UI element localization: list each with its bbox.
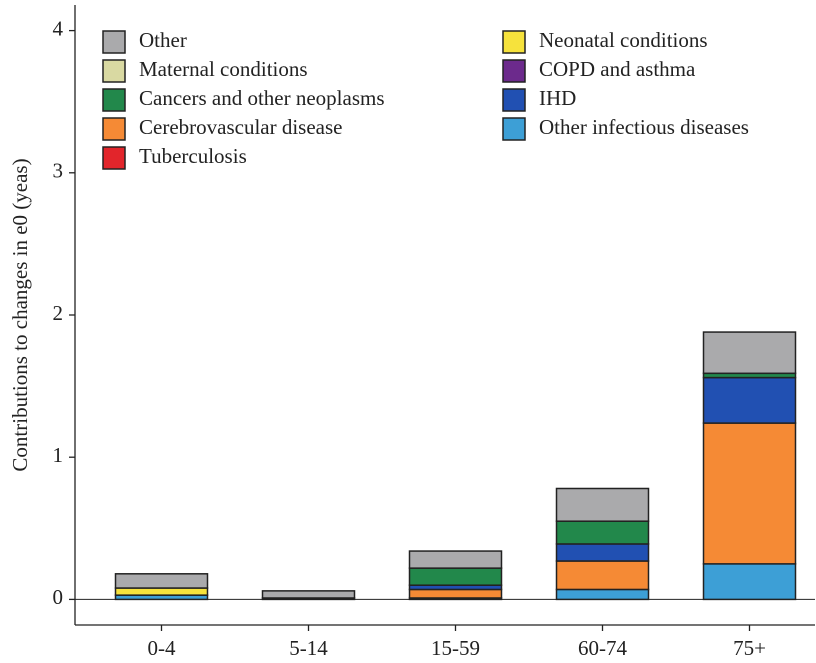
y-tick-label: 4	[53, 16, 64, 40]
x-tick-label: 75+	[733, 636, 766, 660]
legend-label: Neonatal conditions	[539, 28, 708, 52]
bar-segment	[702, 422, 797, 565]
bar-segment	[702, 563, 797, 601]
x-tick-label: 0-4	[148, 636, 176, 660]
bar-segment	[555, 543, 650, 562]
legend-label: Other	[139, 28, 187, 52]
bar-segment	[555, 487, 650, 522]
legend-label: Maternal conditions	[139, 57, 308, 81]
legend-label: Cancers and other neoplasms	[139, 86, 385, 110]
legend-label: COPD and asthma	[539, 57, 696, 81]
bar-segment	[702, 331, 797, 375]
legend-swatch	[102, 88, 126, 112]
legend-swatch	[102, 30, 126, 54]
bar-segment	[114, 573, 209, 589]
bar-segment	[702, 376, 797, 424]
bar-segment	[555, 520, 650, 545]
y-tick-label: 2	[53, 301, 64, 325]
y-tick-label: 3	[53, 159, 64, 183]
y-tick-label: 0	[53, 585, 64, 609]
legend-label: Tuberculosis	[139, 144, 247, 168]
legend-swatch	[502, 88, 526, 112]
bar-segment	[261, 590, 356, 599]
legend-swatch	[502, 117, 526, 141]
legend-label: Cerebrovascular disease	[139, 115, 343, 139]
legend-swatch	[102, 59, 126, 83]
bar-segment	[555, 560, 650, 591]
legend-swatch	[502, 30, 526, 54]
bar-segment	[555, 588, 650, 601]
bar-segment	[114, 587, 209, 596]
x-tick-label: 5-14	[289, 636, 328, 660]
legend-label: Other infectious diseases	[539, 115, 749, 139]
legend-label: IHD	[539, 86, 576, 110]
x-tick-label: 60-74	[578, 636, 627, 660]
bar-segment	[408, 588, 503, 599]
legend-swatch	[102, 146, 126, 170]
legend-swatch	[502, 59, 526, 83]
legend-swatch	[102, 117, 126, 141]
bar-segment	[408, 567, 503, 586]
bar-segment	[408, 550, 503, 569]
y-axis-label: Contributions to changes in e0 (yeas)	[8, 158, 32, 471]
y-tick-label: 1	[53, 443, 64, 467]
x-tick-label: 15-59	[431, 636, 480, 660]
